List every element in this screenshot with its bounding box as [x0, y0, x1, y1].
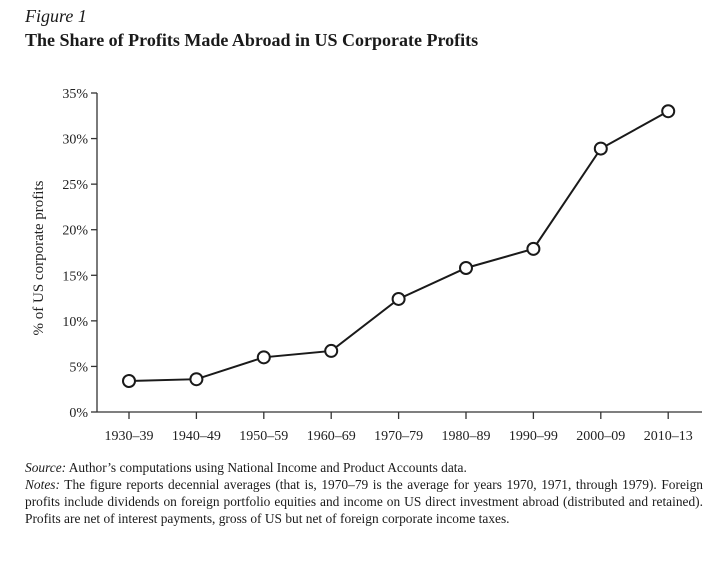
data-point	[526, 241, 541, 256]
source-label: Source:	[25, 460, 67, 475]
x-tick-label: 2000–09	[576, 429, 625, 444]
source-note: Source: Author’s computations using Nati…	[25, 459, 703, 476]
x-tick-label: 1960–69	[307, 429, 356, 444]
data-point	[324, 343, 339, 358]
data-point	[391, 291, 406, 306]
y-tick-label: 0%	[69, 406, 88, 421]
x-axis: 1930–39 1940–49 1950–59 1960–69 1970–79 1980–…	[97, 411, 702, 444]
data-point	[122, 374, 136, 389]
figure-title: The Share of Profits Made Abroad in US C…	[25, 30, 479, 50]
line-chart: % of US corporate profits 0% 5% 10% 15% 20% 2…	[31, 87, 702, 444]
data-point	[593, 141, 608, 156]
y-tick-label: 25%	[62, 178, 88, 193]
data-point	[459, 260, 473, 275]
series-line	[128, 110, 669, 383]
figure-notes: Source: Author’s computations using Nati…	[25, 459, 703, 527]
x-tick-label: 1950–59	[239, 429, 288, 444]
y-tick-label: 15%	[62, 269, 88, 284]
y-tick-label: 5%	[69, 360, 88, 375]
notes-label: Notes:	[25, 477, 60, 492]
data-point	[256, 350, 271, 365]
x-tick-label: 2010–13	[644, 429, 693, 444]
y-tick-label: 10%	[62, 315, 88, 330]
y-axis: 0% 5% 10% 15% 20% 25% 30% 35%	[62, 87, 98, 421]
y-tick-label: 35%	[62, 87, 88, 102]
y-tick-label: 30%	[62, 133, 88, 148]
figure-label: Figure 1	[25, 6, 87, 26]
x-tick-label: 1940–49	[172, 429, 221, 444]
data-point	[189, 372, 204, 387]
x-tick-label: 1980–89	[442, 429, 491, 444]
x-tick-label: 1930–39	[105, 429, 154, 444]
data-point	[661, 104, 676, 119]
y-axis-label: % of US corporate profits	[31, 180, 47, 335]
x-tick-label: 1990–99	[509, 429, 558, 444]
y-tick-label: 20%	[62, 224, 88, 239]
x-tick-label: 1970–79	[374, 429, 423, 444]
notes-paragraph: Notes: The figure reports decennial aver…	[25, 476, 703, 527]
notes-text: The figure reports decennial averages (t…	[25, 477, 703, 526]
series-group	[122, 104, 676, 389]
source-text: Author’s computations using National Inc…	[66, 460, 467, 475]
